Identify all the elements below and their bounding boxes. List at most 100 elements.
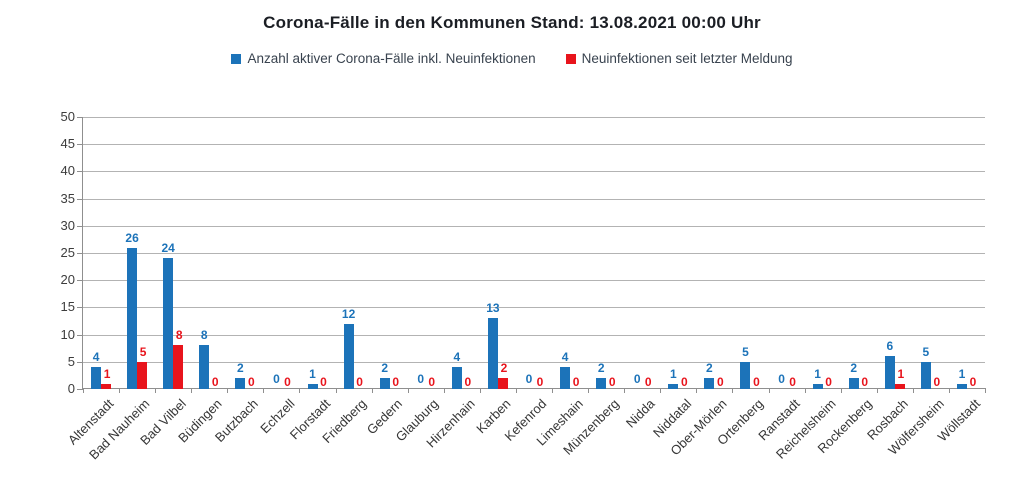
x-axis-tick bbox=[696, 389, 698, 393]
y-axis-label: 50 bbox=[60, 109, 75, 124]
bar-active-cases bbox=[596, 378, 607, 389]
bar-value-label-red: 0 bbox=[789, 375, 796, 389]
x-axis-tick bbox=[227, 389, 229, 393]
gridline bbox=[83, 361, 985, 363]
bar-value-label-blue: 0 bbox=[633, 372, 641, 386]
x-axis-tick bbox=[588, 389, 590, 393]
bar-active-cases bbox=[956, 383, 967, 389]
x-axis-tick bbox=[876, 389, 878, 393]
x-axis-tick bbox=[624, 389, 626, 393]
bar-value-label-blue: 13 bbox=[486, 301, 500, 316]
legend-swatch-red-icon bbox=[565, 53, 576, 64]
bar-value-label-red: 2 bbox=[500, 361, 508, 376]
x-axis-tick bbox=[83, 389, 84, 393]
y-axis-label: 15 bbox=[60, 299, 75, 315]
chart-legend: Anzahl aktiver Corona-Fälle inkl. Neuinf… bbox=[0, 51, 1024, 66]
bar-active-cases bbox=[307, 383, 318, 389]
bar-value-label-red: 0 bbox=[320, 375, 327, 389]
bar-value-label-red: 1 bbox=[103, 366, 111, 381]
bar-new-infections bbox=[137, 361, 148, 389]
y-axis-label: 30 bbox=[60, 217, 75, 233]
bar-value-label-red: 0 bbox=[392, 375, 400, 389]
bar-value-label-blue: 5 bbox=[742, 344, 749, 359]
gridline bbox=[83, 198, 985, 200]
y-axis-line bbox=[82, 117, 83, 390]
y-axis-tick bbox=[77, 361, 83, 363]
bar-value-label-blue: 2 bbox=[706, 361, 713, 376]
y-axis-tick bbox=[77, 307, 83, 309]
bar-value-label-blue: 12 bbox=[341, 306, 356, 321]
y-axis-tick bbox=[77, 171, 83, 173]
chart-title: Corona-Fälle in den Kommunen Stand: 13.0… bbox=[263, 13, 761, 32]
bar-value-label-red: 0 bbox=[825, 375, 832, 389]
bar-value-label-red: 0 bbox=[464, 375, 472, 389]
y-axis-label: 40 bbox=[60, 163, 75, 179]
bar-value-label-red: 0 bbox=[572, 375, 580, 389]
x-axis-line bbox=[82, 388, 986, 389]
y-axis-tick bbox=[77, 334, 83, 336]
x-axis-tick bbox=[515, 389, 517, 393]
bar-value-label-red: 0 bbox=[680, 375, 688, 389]
bar-value-label-blue: 1 bbox=[669, 366, 677, 381]
bar-value-label-blue: 6 bbox=[886, 339, 894, 354]
x-axis-tick bbox=[660, 389, 662, 393]
x-axis-tick bbox=[443, 389, 445, 393]
bar-active-cases bbox=[127, 247, 138, 389]
bar-value-label-red: 0 bbox=[717, 375, 724, 389]
bar-value-label-blue: 5 bbox=[922, 344, 930, 359]
x-axis-tick bbox=[263, 389, 265, 393]
x-axis-tick bbox=[335, 389, 337, 393]
gridline bbox=[83, 144, 985, 146]
bar-value-label-blue: 1 bbox=[309, 366, 316, 381]
bar-value-label-blue: 24 bbox=[161, 241, 175, 256]
plot-area: 0 5 10 15 20 25 30 35 40 45 50 4 1 Altenstadt 26 5 Bad N… bbox=[61, 109, 986, 462]
y-axis-label: 5 bbox=[67, 353, 75, 369]
bar-value-label-red: 8 bbox=[175, 328, 183, 343]
bar-value-label-blue: 26 bbox=[125, 230, 139, 245]
y-axis-tick bbox=[77, 117, 83, 118]
bar-active-cases bbox=[451, 367, 462, 389]
bar-value-label-red: 0 bbox=[608, 375, 616, 389]
bar-active-cases bbox=[487, 318, 498, 389]
y-axis-label: 10 bbox=[60, 326, 75, 342]
y-axis-tick bbox=[77, 225, 83, 227]
y-axis-tick bbox=[77, 253, 83, 254]
bar-value-label-blue: 4 bbox=[561, 350, 569, 365]
bar-value-label-red: 0 bbox=[211, 375, 219, 389]
bar-active-cases bbox=[163, 258, 174, 389]
y-axis-label: 25 bbox=[60, 245, 75, 260]
y-axis-label: 0 bbox=[67, 381, 75, 396]
legend-swatch-blue-icon bbox=[231, 53, 242, 64]
bar-new-infections bbox=[173, 345, 184, 389]
bar-value-label-red: 0 bbox=[284, 375, 291, 389]
bar-value-label-blue: 2 bbox=[381, 361, 389, 376]
bar-active-cases bbox=[704, 378, 715, 389]
bar-value-label-blue: 4 bbox=[92, 350, 100, 365]
bar-active-cases bbox=[199, 345, 210, 389]
x-axis-tick bbox=[371, 389, 373, 393]
bar-active-cases bbox=[812, 383, 823, 389]
x-axis-tick bbox=[768, 389, 770, 393]
x-axis-tick bbox=[985, 389, 986, 393]
x-axis-tick bbox=[299, 389, 301, 393]
gridline bbox=[83, 253, 985, 254]
bar-value-label-red: 5 bbox=[139, 344, 147, 359]
bar-active-cases bbox=[668, 383, 679, 389]
x-axis-tick bbox=[552, 389, 554, 393]
x-axis-tick bbox=[191, 389, 193, 393]
bar-value-label-blue: 0 bbox=[525, 372, 533, 386]
bar-value-label-red: 0 bbox=[753, 375, 760, 389]
bar-value-label-blue: 2 bbox=[237, 361, 244, 376]
bar-value-label-red: 0 bbox=[356, 375, 363, 389]
y-axis-label: 45 bbox=[60, 136, 75, 152]
bar-value-label-red: 0 bbox=[248, 375, 255, 389]
bar-value-label-red: 1 bbox=[897, 366, 905, 381]
bar-new-infections bbox=[497, 378, 508, 389]
bar-value-label-red: 0 bbox=[644, 375, 652, 389]
x-axis-tick bbox=[479, 389, 481, 393]
y-axis-tick bbox=[77, 389, 83, 390]
x-axis-tick bbox=[155, 389, 157, 393]
bar-active-cases bbox=[343, 323, 354, 389]
bar-value-label-red: 0 bbox=[428, 375, 436, 389]
x-axis-tick bbox=[948, 389, 950, 393]
